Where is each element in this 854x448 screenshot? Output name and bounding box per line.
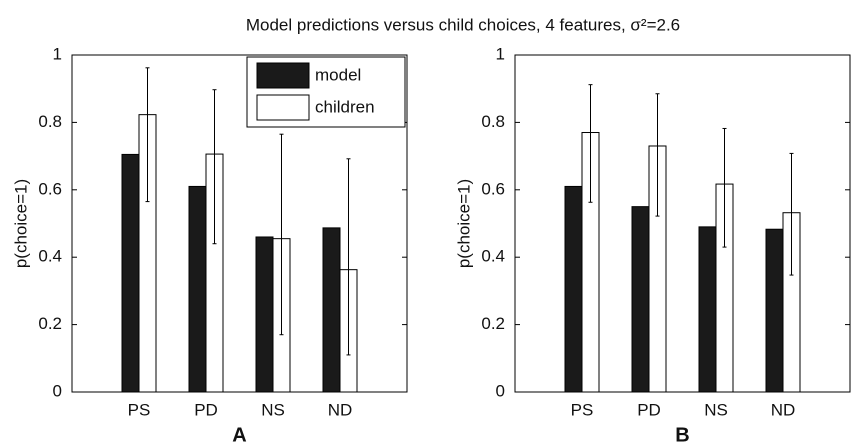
legend-swatch <box>256 94 310 121</box>
y-tick-label: 0.8 <box>38 112 62 131</box>
bar <box>698 226 717 393</box>
x-tick-label: PS <box>128 400 151 419</box>
axes-box <box>514 54 851 393</box>
y-tick-label: 1 <box>496 44 505 63</box>
x-tick-label: PD <box>194 400 218 419</box>
bar <box>188 185 207 393</box>
y-tick-label: 0.2 <box>38 314 62 333</box>
y-axis-label: p(choice=1) <box>11 179 30 268</box>
legend-label: children <box>315 97 375 116</box>
y-tick-label: 0.4 <box>38 247 62 266</box>
y-tick-label: 0.8 <box>481 112 505 131</box>
axes-box <box>71 54 408 393</box>
x-tick-label: ND <box>771 400 796 419</box>
y-tick-label: 0 <box>53 381 62 400</box>
panel-label: A <box>232 424 246 446</box>
figure-title: Model predictions versus child choices, … <box>246 15 680 34</box>
bar <box>255 236 274 393</box>
x-tick-label: NS <box>704 400 728 419</box>
y-tick-label: 1 <box>53 44 62 63</box>
x-tick-label: PD <box>637 400 661 419</box>
y-tick-label: 0.6 <box>38 179 62 198</box>
x-tick-label: NS <box>261 400 285 419</box>
y-tick-label: 0.2 <box>481 314 505 333</box>
bar <box>322 227 341 393</box>
bar <box>631 206 650 393</box>
y-axis-label: p(choice=1) <box>454 179 473 268</box>
bar <box>765 228 784 393</box>
y-tick-label: 0.4 <box>481 247 505 266</box>
x-tick-label: PS <box>571 400 594 419</box>
bar <box>564 185 583 393</box>
y-tick-label: 0.6 <box>481 179 505 198</box>
y-tick-label: 0 <box>496 381 505 400</box>
x-tick-label: ND <box>328 400 353 419</box>
bar <box>121 153 140 393</box>
panel-label: B <box>675 424 689 446</box>
legend-label: model <box>315 65 361 84</box>
legend-swatch <box>256 62 310 89</box>
